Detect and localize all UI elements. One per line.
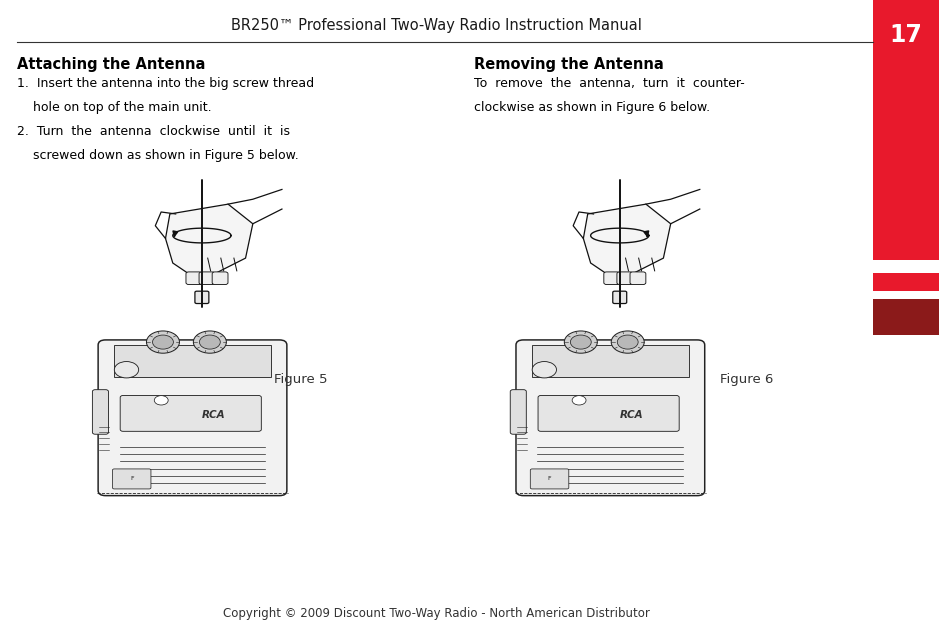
FancyBboxPatch shape xyxy=(92,390,109,434)
Text: Removing the Antenna: Removing the Antenna xyxy=(474,57,664,72)
Bar xyxy=(873,0,939,260)
Text: screwed down as shown in Figure 5 below.: screwed down as shown in Figure 5 below. xyxy=(17,149,299,163)
FancyBboxPatch shape xyxy=(538,396,679,431)
FancyBboxPatch shape xyxy=(604,272,620,285)
Circle shape xyxy=(115,361,139,378)
Circle shape xyxy=(611,331,644,353)
FancyBboxPatch shape xyxy=(516,340,704,496)
Circle shape xyxy=(199,335,221,349)
Bar xyxy=(115,345,270,377)
FancyBboxPatch shape xyxy=(630,272,646,285)
Text: Attaching the Antenna: Attaching the Antenna xyxy=(17,57,206,72)
Bar xyxy=(873,299,939,335)
Circle shape xyxy=(570,335,592,349)
FancyBboxPatch shape xyxy=(531,469,569,489)
Circle shape xyxy=(154,396,168,405)
FancyBboxPatch shape xyxy=(98,340,287,496)
Bar xyxy=(873,273,939,291)
Circle shape xyxy=(564,331,597,353)
Text: 2.  Turn  the  antenna  clockwise  until  it  is: 2. Turn the antenna clockwise until it i… xyxy=(17,125,290,139)
Text: BR250™ Professional Two-Way Radio Instruction Manual: BR250™ Professional Two-Way Radio Instru… xyxy=(231,18,642,33)
FancyBboxPatch shape xyxy=(195,291,208,304)
FancyBboxPatch shape xyxy=(186,272,202,285)
Text: F: F xyxy=(547,477,551,482)
Text: Figure 5: Figure 5 xyxy=(274,373,327,387)
Text: F: F xyxy=(130,477,133,482)
Polygon shape xyxy=(165,204,253,275)
FancyBboxPatch shape xyxy=(212,272,228,285)
Bar xyxy=(532,345,688,377)
FancyBboxPatch shape xyxy=(120,396,261,431)
Text: Figure 6: Figure 6 xyxy=(720,373,773,387)
FancyBboxPatch shape xyxy=(613,291,626,304)
Circle shape xyxy=(532,361,557,378)
Text: 1.  Insert the antenna into the big screw thread: 1. Insert the antenna into the big screw… xyxy=(17,77,314,91)
Text: clockwise as shown in Figure 6 below.: clockwise as shown in Figure 6 below. xyxy=(474,101,710,115)
Text: RCA: RCA xyxy=(202,410,225,420)
Circle shape xyxy=(193,331,226,353)
Circle shape xyxy=(617,335,639,349)
Text: To  remove  the  antenna,  turn  it  counter-: To remove the antenna, turn it counter- xyxy=(474,77,745,91)
Circle shape xyxy=(152,335,174,349)
Text: 17: 17 xyxy=(889,23,923,47)
FancyBboxPatch shape xyxy=(617,272,633,285)
Text: RCA: RCA xyxy=(620,410,643,420)
FancyBboxPatch shape xyxy=(113,469,151,489)
Polygon shape xyxy=(583,204,670,275)
Text: Copyright © 2009 Discount Two-Way Radio - North American Distributor: Copyright © 2009 Discount Two-Way Radio … xyxy=(223,607,650,620)
FancyBboxPatch shape xyxy=(510,390,526,434)
Circle shape xyxy=(146,331,179,353)
FancyBboxPatch shape xyxy=(199,272,215,285)
Circle shape xyxy=(572,396,586,405)
Text: hole on top of the main unit.: hole on top of the main unit. xyxy=(17,101,211,115)
